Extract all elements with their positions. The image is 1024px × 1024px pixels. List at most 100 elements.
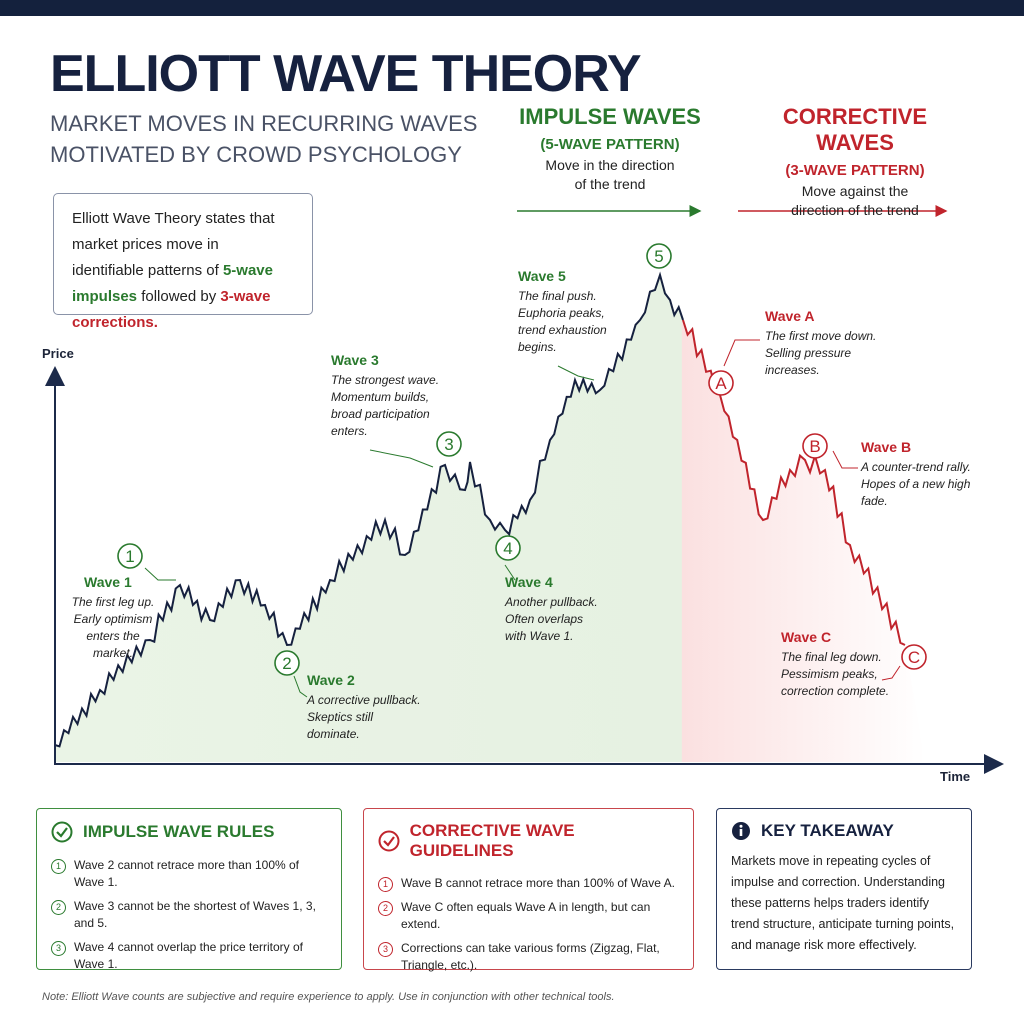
y-axis-label: Price xyxy=(42,346,74,361)
wave-annotation: Wave 5 The final push. Euphoria peaks, tren… xyxy=(518,268,607,356)
impulse-title: IMPULSE WAVES xyxy=(519,104,701,129)
corrective-pattern: (3-WAVE PATTERN) xyxy=(785,162,925,179)
info-icon xyxy=(732,822,750,840)
panel-title-text: CORRECTIVE WAVE GUIDELINES xyxy=(409,821,575,860)
wave-desc-line: dominate. xyxy=(307,727,360,741)
intro-impulse: 5-wave impulses xyxy=(72,262,273,305)
desc-line: of the trend xyxy=(574,176,646,192)
intro-box: Elliott Wave Theory states that market p… xyxy=(53,193,313,331)
rule-item: 3 Corrections can take various forms (Zig… xyxy=(378,940,679,974)
impulse-desc: Move in the direction of the trend xyxy=(500,156,720,194)
rule-item: 1 Wave 2 cannot retrace more than 100% of… xyxy=(51,857,327,891)
takeaway-text: Markets move in repeating cycles of impu… xyxy=(731,854,955,952)
desc-line: Move against the xyxy=(801,183,909,199)
wave-desc-line: enters. xyxy=(331,424,368,438)
wave-desc-line: with Wave 1. xyxy=(505,629,574,643)
wave-marker xyxy=(708,370,734,396)
wave-desc-line: The first leg up. xyxy=(71,595,155,609)
wave-marker xyxy=(495,535,521,561)
wave-desc-line: Momentum builds, xyxy=(331,390,430,404)
takeaway-panel: KEY TAKEAWAY Markets move in repeating c… xyxy=(716,808,972,970)
rule-text: Wave C often equals Wave A in length, bu… xyxy=(401,900,651,931)
wave-title: Wave 1 xyxy=(84,574,132,590)
wave-desc-line: Hopes of a new high xyxy=(861,477,971,491)
intro-middle: followed by xyxy=(141,288,217,305)
wave-marker xyxy=(436,431,462,457)
wave-desc-line: enters the market. xyxy=(86,629,140,660)
x-axis-label: Time xyxy=(940,769,971,784)
corrective-title: CORRECTIVE WAVES xyxy=(782,104,928,155)
corrective-header: CORRECTIVE WAVES (3-WAVE PATTERN) Move a… xyxy=(745,104,965,220)
subtitle: MARKET MOVES IN RECURRING WAVES MOTIVATE… xyxy=(50,108,477,170)
rule-text: Corrections can take various forms (Zigz… xyxy=(401,941,660,972)
wave-desc-line: Selling pressure xyxy=(765,346,852,360)
check-icon xyxy=(51,821,73,843)
panel-title: CORRECTIVE WAVE GUIDELINES xyxy=(378,821,679,861)
wave-desc-line: trend exhaustion xyxy=(518,323,607,337)
wave-title: Wave B xyxy=(861,439,912,455)
rule-item: 2 Wave 3 cannot be the shortest of Waves … xyxy=(51,898,327,932)
wave-desc-line: fade. xyxy=(861,494,888,508)
corrective-guidelines-panel: CORRECTIVE WAVE GUIDELINES 1 Wave B canno… xyxy=(363,808,694,972)
panel-title-text: KEY TAKEAWAY xyxy=(761,821,894,840)
wave-desc-line: Another pullback. xyxy=(505,595,598,609)
rule-number: 1 xyxy=(51,859,66,874)
wave-marker-label: 3 xyxy=(444,435,453,454)
rule-text: Wave 4 cannot overlap the price territor… xyxy=(74,940,303,971)
impulse-header: IMPULSE WAVES (5-WAVE PATTERN) Move in t… xyxy=(500,104,720,194)
rule-text: Wave 3 cannot be the shortest of Waves 1… xyxy=(74,899,316,930)
subtitle-line: MARKET MOVES IN RECURRING WAVES xyxy=(50,111,478,136)
impulse-pattern: (5-WAVE PATTERN) xyxy=(540,136,680,153)
rule-number: 1 xyxy=(378,877,393,892)
wave-marker xyxy=(802,433,828,459)
wave-area xyxy=(55,275,925,762)
panel-title: IMPULSE WAVE RULES xyxy=(51,821,327,843)
rule-item: 2 Wave C often equals Wave A in length, b… xyxy=(378,899,679,933)
rule-item: 3 Wave 4 cannot overlap the price territo… xyxy=(51,939,327,973)
desc-line: Move in the direction xyxy=(545,157,675,173)
wave-desc-line: The final leg down. xyxy=(781,650,882,664)
wave-marker-label: A xyxy=(715,374,727,393)
panel-title-text: IMPULSE WAVE RULES xyxy=(83,822,275,841)
wave-annotation: Wave A The first move down. Selling pressu… xyxy=(765,308,876,379)
corrective-line xyxy=(682,319,906,646)
wave-title: Wave 4 xyxy=(505,574,553,590)
rule-text: Wave 2 cannot retrace more than 100% of … xyxy=(74,858,300,889)
rule-item: 1 Wave B cannot retrace more than 100% of… xyxy=(378,875,679,892)
wave-desc-line: broad participation xyxy=(331,407,430,421)
wave-desc-line: Skeptics still xyxy=(307,710,374,724)
wave-annotation: Wave 2 A corrective pullback. Skeptics sti… xyxy=(307,672,421,743)
check-icon xyxy=(378,830,400,852)
wave-desc-line: Early optimism xyxy=(73,612,153,626)
note: Note: Elliott Wave counts are subjective… xyxy=(42,991,615,1003)
rule-number: 3 xyxy=(378,942,393,957)
wave-desc-line: A corrective pullback. xyxy=(307,693,421,707)
leader-lines xyxy=(144,339,901,698)
intro-corrective: 3-wave corrections. xyxy=(72,288,271,331)
subtitle-line: MOTIVATED BY CROWD PSYCHOLOGY xyxy=(50,142,462,167)
title: ELLIOTT WAVE THEORY xyxy=(50,45,642,103)
wave-desc-line: The final push. xyxy=(518,289,597,303)
wave-title: Wave C xyxy=(781,629,832,645)
impulse-line xyxy=(54,271,684,748)
wave-marker-label: 1 xyxy=(125,547,134,566)
wave-desc-line: The first move down. xyxy=(765,329,877,343)
wave-marker xyxy=(646,243,672,269)
wave-annotation: Wave B A counter-trend rally. Hopes of a n… xyxy=(861,439,971,510)
wave-desc-line: begins. xyxy=(518,340,557,354)
wave-marker-label: C xyxy=(908,648,920,667)
corrective-desc: Move against the direction of the trend xyxy=(745,182,965,220)
wave-annotation: Wave 3 The strongest wave. Momentum builds… xyxy=(331,352,439,440)
wave-desc-line: Euphoria peaks, xyxy=(518,306,605,320)
wave-marker xyxy=(901,644,927,670)
wave-marker-label: 2 xyxy=(282,654,291,673)
wave-marker xyxy=(274,650,300,676)
panel-title: KEY TAKEAWAY xyxy=(731,821,957,841)
rule-number: 2 xyxy=(51,900,66,915)
wave-title: Wave 2 xyxy=(307,672,355,688)
wave-annotation: Wave 4 Another pullback. Often overlaps wit… xyxy=(505,574,598,645)
wave-title: Wave 5 xyxy=(518,268,566,284)
rule-number: 3 xyxy=(51,941,66,956)
